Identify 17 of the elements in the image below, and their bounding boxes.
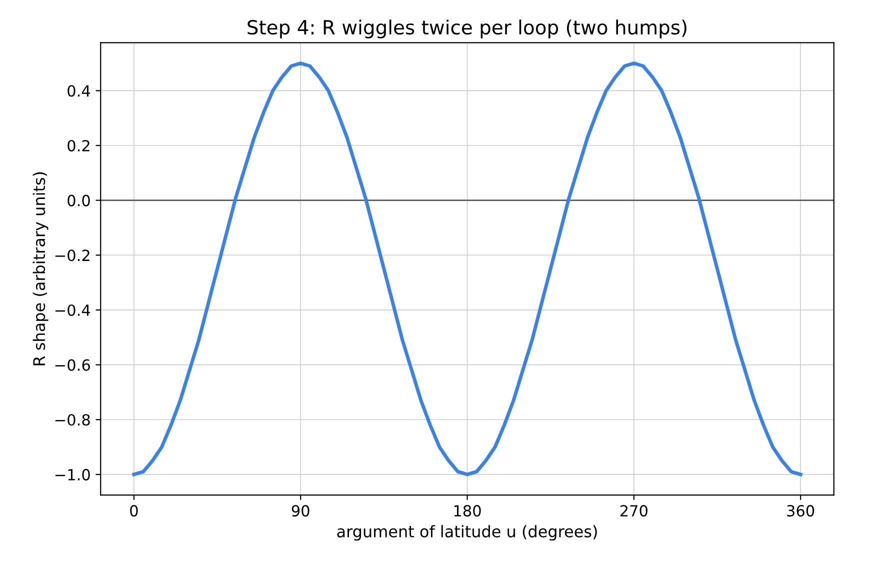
x-tick-label: 360 [787,505,814,517]
y-tick-label: 0.4 [68,85,90,97]
x-tick-label: 270 [620,505,648,517]
x-tick-label: 180 [454,505,481,517]
y-tick-label: −0.8 [55,414,90,426]
y-tick-label: 0.0 [68,194,90,206]
x-tick-label: 0 [130,505,138,517]
x-axis-title: argument of latitude u (degrees) [337,525,597,541]
chart-title: Step 4: R wiggles twice per loop (two humps) [248,20,686,38]
y-tick-label: −1.0 [55,468,90,480]
y-tick-label: 0.2 [68,140,90,152]
x-tick-label: 90 [292,505,310,517]
line-series [132,62,802,476]
y-tick-label: −0.4 [55,304,90,316]
y-tick-label: −0.6 [55,359,90,371]
y-axis-title: R shape (arbitrary units) [32,172,48,366]
y-tick-label: −0.2 [55,250,90,262]
